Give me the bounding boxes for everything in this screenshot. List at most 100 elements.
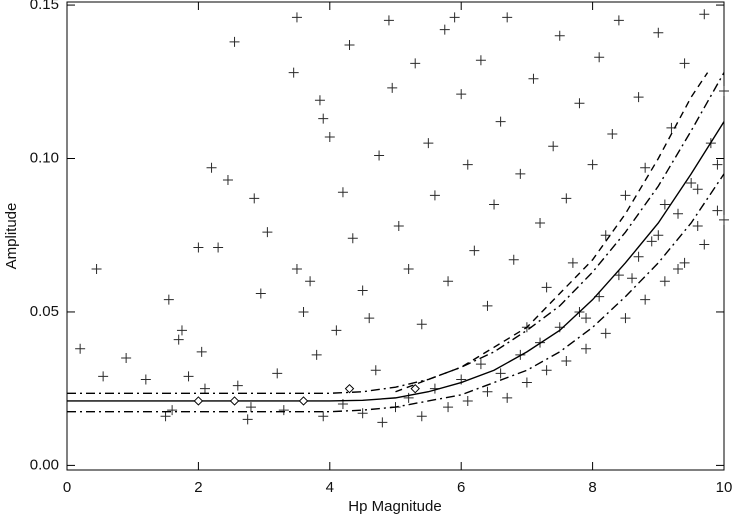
point <box>535 217 546 228</box>
x-tick-label: 0 <box>63 479 71 496</box>
point <box>620 313 631 324</box>
diamond-marker <box>193 396 204 406</box>
diamond-marker <box>229 396 240 406</box>
point <box>347 233 358 244</box>
point <box>495 116 506 127</box>
x-axis-label: Hp Magnitude <box>348 498 441 515</box>
point <box>475 359 486 370</box>
point <box>581 313 592 324</box>
point <box>443 276 454 287</box>
point <box>719 85 729 96</box>
point <box>561 193 572 204</box>
point <box>495 368 506 379</box>
point <box>173 334 184 345</box>
point <box>249 193 260 204</box>
point <box>600 230 611 241</box>
point <box>594 52 605 63</box>
diamond-marker <box>410 383 420 394</box>
point <box>502 12 513 23</box>
point <box>719 214 729 225</box>
point <box>374 150 385 161</box>
point <box>232 380 243 391</box>
point <box>554 30 565 41</box>
point <box>98 371 109 382</box>
y-tick-label: 0.15 <box>30 0 59 13</box>
point <box>364 313 375 324</box>
point <box>291 263 302 274</box>
point <box>75 343 86 354</box>
diamond-marker <box>344 383 355 394</box>
point <box>528 73 539 84</box>
x-tick-label: 10 <box>716 479 733 496</box>
point <box>620 190 631 201</box>
point <box>318 411 329 422</box>
point <box>574 98 585 109</box>
point <box>502 392 513 403</box>
point <box>482 386 493 397</box>
point <box>456 89 467 100</box>
diamond-marker <box>298 396 309 406</box>
point <box>416 411 427 422</box>
point <box>600 328 611 339</box>
x-tick-label: 2 <box>194 479 202 496</box>
point <box>222 174 233 185</box>
point <box>692 221 703 232</box>
point <box>679 58 690 69</box>
point <box>475 55 486 66</box>
point <box>383 15 394 26</box>
y-tick-label: 0.05 <box>30 303 59 320</box>
point <box>673 263 684 274</box>
point <box>659 276 670 287</box>
point <box>410 58 421 69</box>
point <box>278 405 289 416</box>
point <box>469 245 480 256</box>
point <box>423 138 434 149</box>
point <box>140 374 151 385</box>
point <box>692 184 703 195</box>
y-tick-label: 0.10 <box>30 149 59 166</box>
point <box>613 270 624 281</box>
point <box>462 395 473 406</box>
fit-line <box>67 173 725 413</box>
point <box>213 242 224 253</box>
point <box>439 24 450 35</box>
point <box>163 294 174 305</box>
point <box>508 254 519 265</box>
point <box>403 392 414 403</box>
point <box>305 276 316 287</box>
point <box>541 365 552 376</box>
point <box>712 159 723 170</box>
point <box>393 221 404 232</box>
point <box>712 205 723 216</box>
point <box>403 263 414 274</box>
point <box>318 113 329 124</box>
point <box>337 187 348 198</box>
point <box>640 294 651 305</box>
x-tick-label: 8 <box>588 479 596 496</box>
point <box>387 82 398 93</box>
point <box>416 319 427 330</box>
point <box>272 368 283 379</box>
point <box>229 36 240 47</box>
plot-frame <box>66 1 725 471</box>
point <box>673 208 684 219</box>
point <box>627 273 638 284</box>
fit-line <box>395 72 709 393</box>
point <box>581 343 592 354</box>
point <box>324 132 335 143</box>
point <box>255 288 266 299</box>
point <box>196 346 207 357</box>
point <box>262 227 273 238</box>
point <box>587 159 598 170</box>
point <box>377 417 388 428</box>
point <box>245 402 256 413</box>
point <box>121 352 132 363</box>
point <box>515 168 526 179</box>
point <box>462 159 473 170</box>
point <box>699 9 710 20</box>
point <box>370 365 381 376</box>
point <box>567 257 578 268</box>
x-tick-label: 6 <box>457 479 465 496</box>
y-tick-label: 0.00 <box>30 456 59 473</box>
